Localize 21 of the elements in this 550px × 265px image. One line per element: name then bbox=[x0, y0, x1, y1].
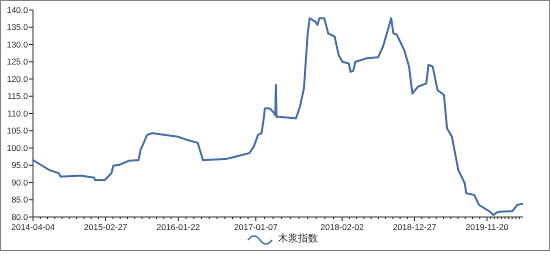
x-tick-label: 2014-04-04 bbox=[11, 222, 56, 232]
legend-label: 木浆指数 bbox=[278, 232, 318, 244]
x-tick-label: 2016-01-22 bbox=[156, 222, 200, 232]
x-tick-label: 2018-12-27 bbox=[392, 222, 437, 232]
x-tick-label: 2015-02-27 bbox=[84, 222, 128, 232]
y-tick-label: 90.0 bbox=[11, 177, 28, 188]
y-tick-label: 130.0 bbox=[6, 39, 28, 50]
y-tick-label: 125.0 bbox=[6, 56, 28, 67]
y-tick-label: 85.0 bbox=[11, 194, 28, 205]
y-tick-label: 100.0 bbox=[6, 142, 28, 153]
x-tick-label: 2017-01-07 bbox=[234, 222, 278, 232]
y-tick-label: 105.0 bbox=[6, 126, 28, 136]
y-tick-label: 115.0 bbox=[7, 91, 28, 102]
y-tick-label: 95.0 bbox=[11, 160, 28, 170]
x-tick-label: 2019-11-20 bbox=[466, 222, 509, 232]
x-tick-label: 2018-02-02 bbox=[320, 222, 364, 232]
y-tick-label: 110.0 bbox=[7, 108, 28, 118]
y-tick-label: 80.0 bbox=[11, 212, 28, 222]
y-tick-label: 135.0 bbox=[6, 22, 28, 32]
y-tick-label: 120.0 bbox=[6, 74, 28, 84]
y-tick-label: 140.0 bbox=[6, 4, 28, 15]
